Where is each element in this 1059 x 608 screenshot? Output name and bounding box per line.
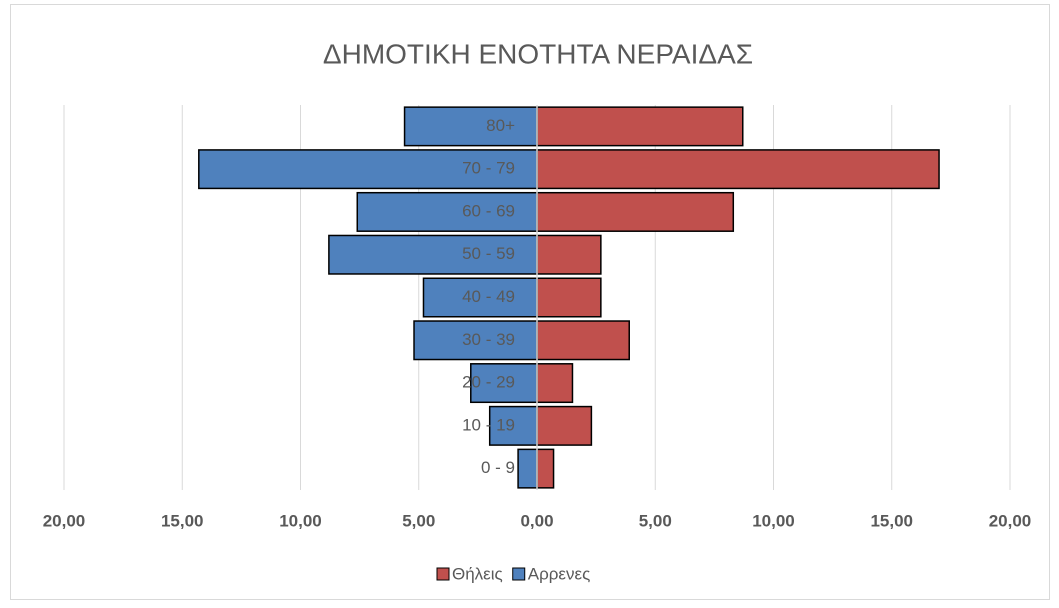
category-label: 50 - 59 xyxy=(462,244,515,263)
bar xyxy=(536,106,744,147)
bar xyxy=(422,277,538,318)
legend-swatch xyxy=(436,567,450,581)
bar xyxy=(488,405,538,446)
legend-swatch xyxy=(512,567,526,581)
bar xyxy=(536,191,735,232)
category-label: 20 - 29 xyxy=(462,373,515,392)
bar xyxy=(536,320,630,361)
bar xyxy=(536,448,555,489)
category-label: 10 - 19 xyxy=(462,415,515,434)
x-tick-label: 15,00 xyxy=(161,511,204,530)
bar xyxy=(413,320,538,361)
x-tick-label: 20,00 xyxy=(43,511,86,530)
category-label: 30 - 39 xyxy=(462,330,515,349)
legend-label: Θήλεις xyxy=(452,564,503,583)
bar xyxy=(356,191,538,232)
bar xyxy=(517,448,538,489)
bar xyxy=(470,363,538,404)
category-label: 80+ xyxy=(486,116,515,135)
x-tick-label: 5,00 xyxy=(639,511,672,530)
bar xyxy=(536,405,593,446)
x-tick-label: 10,00 xyxy=(279,511,322,530)
category-label: 60 - 69 xyxy=(462,201,515,220)
bar xyxy=(536,277,602,318)
category-label: 40 - 49 xyxy=(462,287,515,306)
bar xyxy=(536,363,574,404)
x-tick-label: 20,00 xyxy=(989,511,1032,530)
x-tick-label: 0,00 xyxy=(520,511,553,530)
x-tick-label: 5,00 xyxy=(402,511,435,530)
category-label: 0 - 9 xyxy=(481,458,515,477)
bar xyxy=(328,234,538,275)
x-tick-label: 15,00 xyxy=(870,511,913,530)
bar xyxy=(536,149,940,190)
legend-label: Αρρενες xyxy=(528,564,591,583)
bar xyxy=(536,234,602,275)
bar xyxy=(198,149,538,190)
x-tick-label: 10,00 xyxy=(752,511,795,530)
bar xyxy=(403,106,538,147)
category-label: 70 - 79 xyxy=(462,159,515,178)
chart-title: ΔΗΜΟΤΙΚΗ ΕΝΟΤΗΤΑ ΝΕΡΑΙΔΑΣ xyxy=(323,38,753,69)
